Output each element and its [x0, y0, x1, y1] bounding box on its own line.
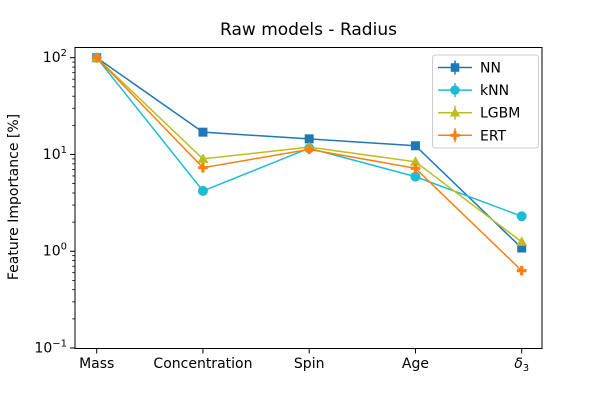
legend: NN kNN LGBM ERT	[432, 54, 539, 149]
data-point-square	[198, 127, 208, 137]
data-point-triangle	[449, 107, 461, 117]
data-point-circle	[197, 185, 208, 196]
y-tick-label: 10−1	[34, 339, 67, 357]
y-axis-label: Feature Importance [%]	[6, 113, 22, 281]
y-tick-label: 100	[43, 242, 67, 260]
data-point-plus	[198, 162, 208, 173]
plot-area	[74, 47, 543, 349]
data-point-triangle	[409, 156, 421, 166]
data-point-square	[304, 134, 314, 144]
x-tick-label: Mass	[79, 356, 114, 372]
legend-label-kNN: kNN	[480, 83, 509, 99]
y-tick-label: 102	[43, 48, 67, 66]
x-tick-label: Spin	[294, 356, 325, 372]
legend-label-ERT: ERT	[480, 128, 507, 144]
data-point-plus	[304, 144, 314, 155]
data-point-square	[517, 243, 527, 253]
data-point-plus	[91, 52, 102, 63]
legend-entry-kNN: kNN	[438, 83, 509, 99]
data-point-plus	[410, 163, 421, 174]
data-point-circle	[516, 211, 527, 222]
chart-title: Raw models - Radius	[220, 20, 397, 40]
x-tick-label: Age	[402, 356, 429, 372]
data-point-plus	[450, 130, 460, 140]
legend-label-NN: NN	[480, 61, 501, 77]
legend-entry-LGBM: LGBM	[438, 105, 520, 122]
y-tick-label: 101	[43, 145, 67, 163]
data-point-square	[410, 141, 420, 151]
data-point-square	[450, 63, 460, 72]
legend-box	[432, 54, 539, 149]
data-point-circle	[410, 171, 421, 182]
series-ERT	[91, 52, 527, 276]
x-tick-label: δ3	[514, 356, 529, 374]
legend-entry-NN: NN	[438, 60, 501, 77]
data-point-circle	[450, 85, 460, 95]
data-point-triangle	[197, 153, 209, 163]
data-point-triangle	[516, 236, 528, 246]
data-point-plus	[516, 265, 527, 276]
legend-label-LGBM: LGBM	[480, 106, 520, 122]
x-tick-label: Concentration	[153, 356, 252, 372]
legend-entry-ERT: ERT	[438, 128, 507, 144]
